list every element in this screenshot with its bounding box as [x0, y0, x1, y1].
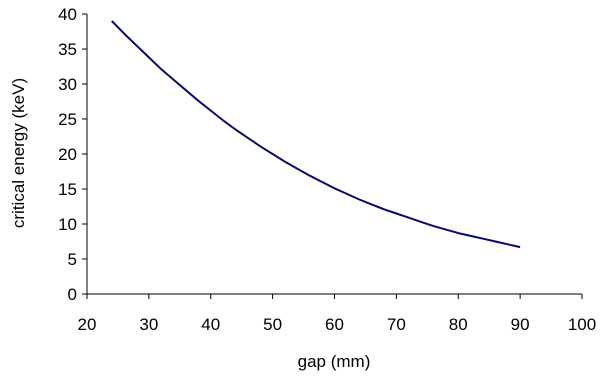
x-tick-label: 80 — [449, 315, 468, 334]
x-axis-title: gap (mm) — [298, 352, 371, 371]
x-tick-label: 70 — [387, 315, 406, 334]
x-tick-label: 60 — [325, 315, 344, 334]
y-tick-label: 15 — [58, 180, 77, 199]
y-tick-label: 35 — [58, 40, 77, 59]
series — [111, 20, 521, 249]
x-tick-label: 30 — [139, 315, 158, 334]
ticks: 0 5 10 15 20 25 30 35 40 20 30 40 50 60 70 80 90 100 — [58, 5, 596, 334]
y-tick-label: 0 — [68, 285, 77, 304]
y-tick-label: 20 — [58, 145, 77, 164]
y-axis-title: critical energy (keV) — [9, 78, 28, 228]
x-tick-label: 20 — [78, 315, 97, 334]
series-line — [111, 20, 521, 249]
x-tick-label: 100 — [568, 315, 596, 334]
y-tick-label: 30 — [58, 75, 77, 94]
x-tick-label: 40 — [201, 315, 220, 334]
y-tick-label: 25 — [58, 110, 77, 129]
y-tick-label: 40 — [58, 5, 77, 24]
y-tick-label: 5 — [68, 250, 77, 269]
y-tick-label: 10 — [58, 215, 77, 234]
axes — [86, 14, 582, 295]
x-tick-label: 90 — [511, 315, 530, 334]
x-tick-label: 50 — [263, 315, 282, 334]
